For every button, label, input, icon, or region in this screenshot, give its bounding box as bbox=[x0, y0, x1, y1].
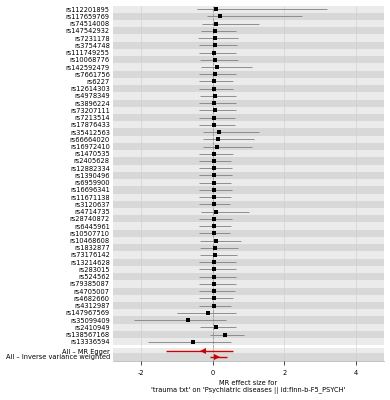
Bar bbox=[113, 49, 385, 56]
Bar bbox=[113, 208, 385, 215]
Bar bbox=[113, 237, 385, 244]
Bar bbox=[113, 20, 385, 27]
Bar bbox=[113, 78, 385, 85]
Bar bbox=[113, 353, 385, 360]
Bar bbox=[113, 302, 385, 309]
Bar bbox=[113, 295, 385, 302]
Bar bbox=[113, 331, 385, 338]
Bar bbox=[113, 194, 385, 201]
Bar bbox=[113, 71, 385, 78]
Bar bbox=[113, 34, 385, 42]
X-axis label: MR effect size for
'trauma txt' on 'Psychiatric diseases || id:finn-b-F5_PSYCH': MR effect size for 'trauma txt' on 'Psyc… bbox=[151, 380, 346, 394]
Bar bbox=[113, 172, 385, 179]
Bar bbox=[113, 179, 385, 186]
Bar bbox=[113, 215, 385, 222]
Bar bbox=[113, 266, 385, 273]
Bar bbox=[113, 143, 385, 150]
Bar bbox=[113, 121, 385, 128]
Bar bbox=[113, 114, 385, 121]
Bar bbox=[113, 201, 385, 208]
Bar bbox=[113, 222, 385, 230]
Bar bbox=[113, 6, 385, 13]
Bar bbox=[113, 288, 385, 295]
Bar bbox=[113, 85, 385, 92]
Bar bbox=[113, 309, 385, 316]
Bar bbox=[113, 244, 385, 251]
Bar bbox=[113, 92, 385, 100]
Bar bbox=[113, 27, 385, 34]
Bar bbox=[113, 100, 385, 107]
Bar bbox=[113, 338, 385, 345]
Bar bbox=[113, 324, 385, 331]
Bar bbox=[113, 157, 385, 165]
Bar bbox=[113, 258, 385, 266]
Bar bbox=[113, 230, 385, 237]
Bar bbox=[113, 316, 385, 324]
Bar bbox=[113, 63, 385, 71]
Bar bbox=[113, 56, 385, 63]
Bar bbox=[113, 280, 385, 288]
Bar bbox=[113, 273, 385, 280]
Bar bbox=[113, 251, 385, 258]
Bar bbox=[113, 165, 385, 172]
Bar bbox=[113, 107, 385, 114]
Bar bbox=[113, 136, 385, 143]
Bar bbox=[113, 348, 385, 355]
Bar bbox=[113, 13, 385, 20]
Bar bbox=[113, 150, 385, 157]
Bar bbox=[113, 128, 385, 136]
Bar bbox=[113, 186, 385, 194]
Bar bbox=[113, 42, 385, 49]
